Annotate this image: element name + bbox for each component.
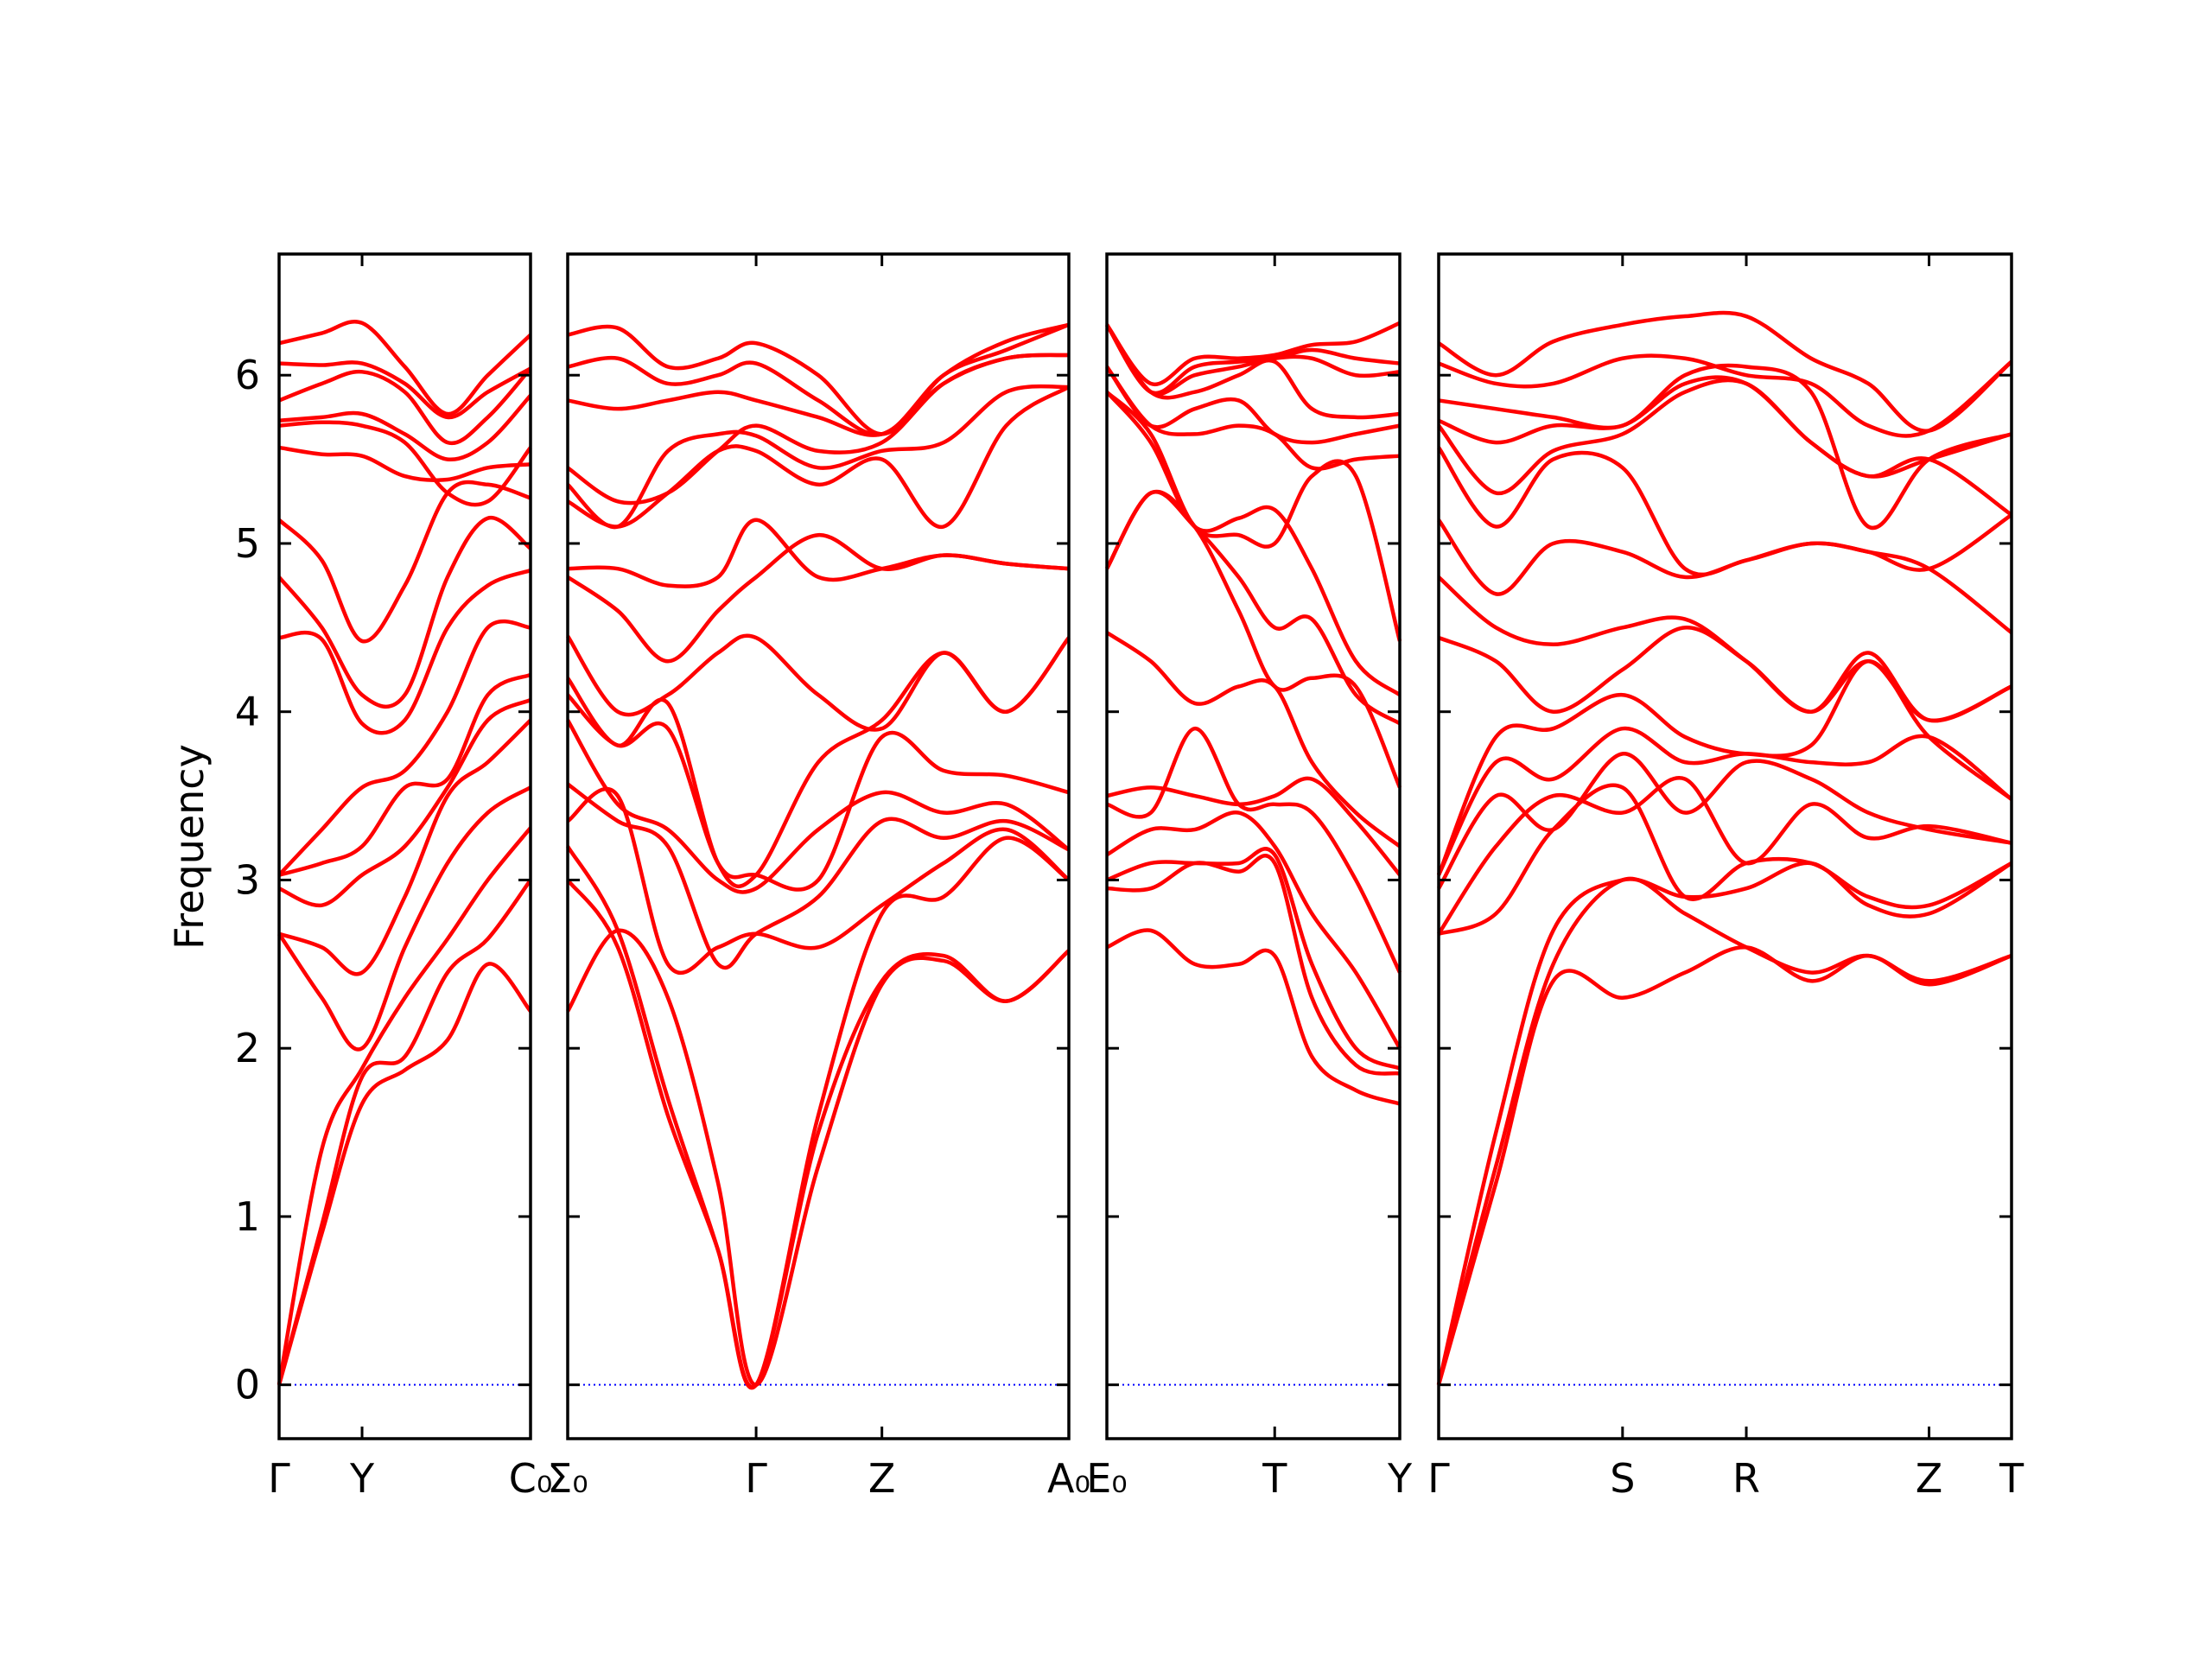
y-tick-label: 0 <box>235 1362 260 1408</box>
panel-3: E₀ T Y <box>1086 252 1413 1502</box>
x-tick-label: Σ₀ <box>547 1455 588 1502</box>
band-line-10 <box>566 532 1070 664</box>
x-tick-label: T <box>1999 1455 2024 1502</box>
x-tick-label: Γ <box>1427 1455 1450 1502</box>
band-line-7 <box>566 693 1070 892</box>
y-tick-label: 3 <box>235 856 260 903</box>
band-line-4 <box>1105 810 1402 1050</box>
x-tick-label: A₀ <box>1047 1455 1090 1502</box>
band-line-13 <box>1437 378 2013 517</box>
band-line-6 <box>1437 752 2012 890</box>
band-line-15 <box>1438 363 2012 531</box>
band-line-10 <box>277 516 532 709</box>
x-tick-label: S <box>1610 1455 1635 1502</box>
band-line-16 <box>1438 353 2013 438</box>
x-tick-label: Γ <box>745 1455 767 1502</box>
x-tick-label: R <box>1732 1455 1760 1502</box>
band-line-14 <box>1438 375 2012 479</box>
band-line-12 <box>278 445 531 482</box>
x-tick-label: E₀ <box>1086 1455 1128 1502</box>
x-tick-label: Z <box>1916 1455 1943 1502</box>
band-line-12 <box>1437 446 2013 577</box>
band-line-4 <box>1438 783 2013 936</box>
band-line-17 <box>278 320 532 416</box>
band-line-1 <box>566 928 1071 1387</box>
band-line-9 <box>278 568 531 735</box>
band-line-8 <box>566 636 1071 889</box>
band-line-3 <box>566 836 1071 1390</box>
band-line-7 <box>278 672 531 877</box>
x-tick-label: Y <box>349 1455 375 1502</box>
band-line-9 <box>1105 489 1402 726</box>
y-tick-label: 1 <box>235 1193 260 1240</box>
band-line-8 <box>277 619 531 877</box>
band-line-14 <box>1105 323 1401 420</box>
x-tick-label: Z <box>868 1455 896 1502</box>
band-line-7 <box>1436 726 2013 876</box>
band-line-17 <box>1105 321 1401 387</box>
band-line-10 <box>1437 575 2012 723</box>
band-line-6 <box>566 719 1071 894</box>
band-line-3 <box>1436 861 2013 1386</box>
band-line-11 <box>1105 391 1402 642</box>
x-tick-label: Y <box>1387 1455 1413 1502</box>
band-line-14 <box>278 394 532 461</box>
band-line-2 <box>1436 876 2012 1386</box>
band-line-11 <box>1437 518 2013 634</box>
x-tick-label: T <box>1262 1455 1287 1502</box>
band-line-8 <box>1105 489 1402 789</box>
band-line-5 <box>1437 776 2012 936</box>
band-line-15 <box>278 366 532 446</box>
panel-frame <box>1437 252 2013 1440</box>
band-line-17 <box>567 322 1070 436</box>
panel-2: Σ₀ Γ Z A₀ <box>547 252 1090 1502</box>
panel-1: 0 1 2 3 4 5 6 Γ Y C₀ <box>235 252 553 1502</box>
band-line-10 <box>1105 391 1402 697</box>
band-line-5 <box>1106 726 1402 974</box>
band-line-9 <box>566 633 1071 732</box>
band-line-17 <box>1437 310 2013 433</box>
band-line-3 <box>276 826 532 1386</box>
x-tick-label: Γ <box>268 1455 290 1502</box>
band-line-11 <box>277 480 531 644</box>
band-line-16 <box>567 322 1070 437</box>
band-line-3 <box>1106 847 1401 1071</box>
y-tick-label: 5 <box>235 520 260 567</box>
band-line-4 <box>277 785 532 1052</box>
band-line-7 <box>1105 631 1402 849</box>
band-line-4 <box>566 786 1071 976</box>
band-line-11 <box>567 518 1070 588</box>
band-line-13 <box>1105 365 1401 445</box>
band-line-5 <box>566 782 1070 970</box>
band-line-5 <box>278 718 532 976</box>
band-line-15 <box>567 353 1070 437</box>
band-line-2 <box>566 879 1071 1389</box>
y-tick-label: 4 <box>235 689 260 735</box>
y-tick-label: 2 <box>235 1025 260 1071</box>
y-axis-label: Frequency <box>166 744 213 950</box>
band-line-2 <box>1106 854 1401 1076</box>
band-line-13 <box>278 420 532 507</box>
panel-frame <box>277 252 532 1440</box>
band-line-16 <box>1105 323 1401 396</box>
band-line-12 <box>566 385 1071 529</box>
band-line-1 <box>1106 928 1401 1106</box>
y-tick-label: 6 <box>235 352 260 398</box>
panel-frame <box>566 252 1071 1440</box>
band-line-2 <box>276 879 532 1386</box>
x-tick-label: C₀ <box>509 1455 553 1502</box>
band-line-6 <box>1106 776 1402 877</box>
band-line-6 <box>278 697 531 907</box>
band-line-16 <box>278 360 532 420</box>
panel-frame <box>1105 252 1402 1440</box>
